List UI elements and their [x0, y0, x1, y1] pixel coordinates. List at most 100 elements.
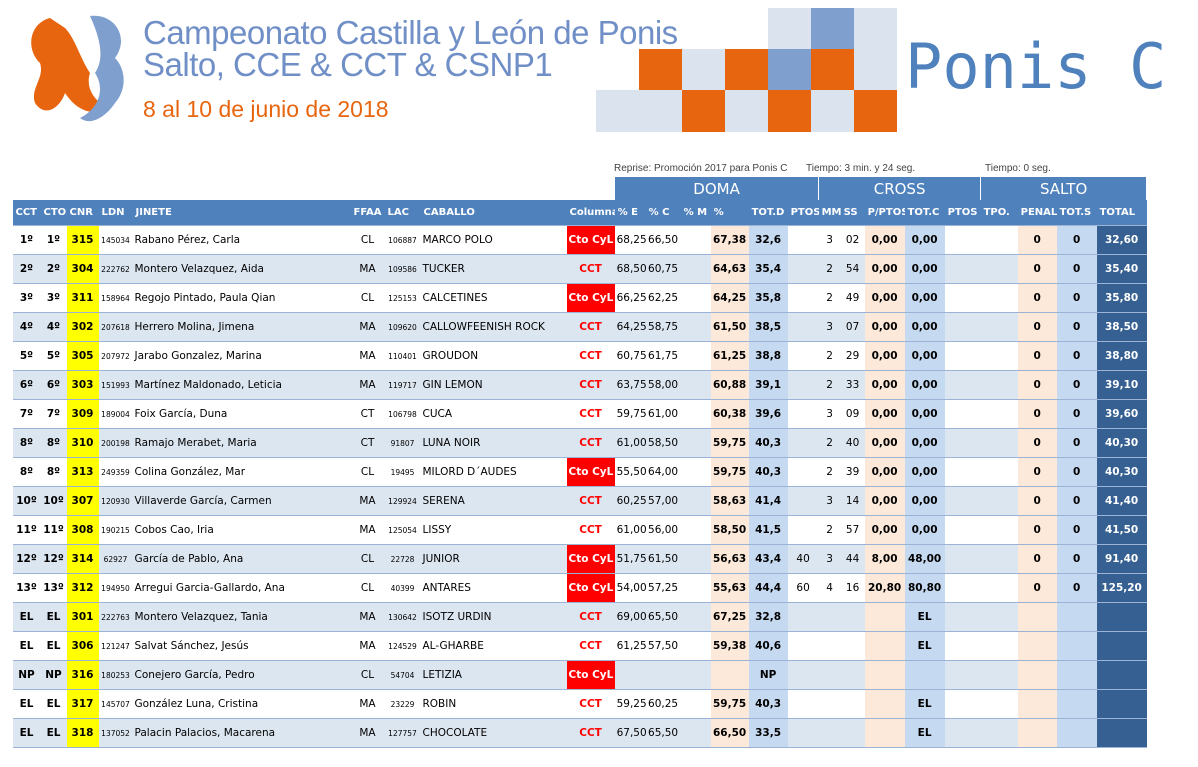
column-header: Columna1	[566, 200, 615, 226]
cell	[710, 660, 749, 690]
cell: 0	[1017, 312, 1057, 342]
cell	[944, 341, 981, 371]
cell	[980, 370, 1018, 400]
cell: CL	[350, 225, 385, 255]
cell: 0,00	[904, 370, 945, 400]
cell: CT	[350, 428, 385, 458]
cell	[944, 457, 981, 487]
column-header: % M	[680, 200, 711, 226]
cell: 61,00	[614, 428, 646, 458]
cell: Cto CyL	[566, 544, 615, 574]
cell: 4º	[12, 312, 41, 342]
header-row: CCTCTOCNRLDNJINETEFFAALACCABALLOColumna1…	[12, 200, 1147, 226]
column-header: % C	[645, 200, 681, 226]
cell: 0,00	[864, 370, 905, 400]
cell: 0	[1056, 428, 1097, 458]
cell: 40	[787, 544, 819, 574]
cell: MA	[350, 341, 385, 371]
cell: CL	[350, 457, 385, 487]
cell: CCT	[566, 718, 615, 748]
cell	[680, 312, 711, 342]
cell: CUCA	[420, 399, 567, 429]
cell	[680, 341, 711, 371]
cell: JUNIOR	[420, 544, 567, 574]
cell: EL	[12, 631, 41, 661]
title-line1: Campeonato Castilla y León de Ponis	[143, 14, 678, 51]
cell: Cto CyL	[566, 225, 615, 255]
cell	[944, 602, 981, 632]
title-line2: Salto, CCE & CCT & CSNP1	[143, 46, 553, 83]
cell: 0,00	[904, 312, 945, 342]
cell: CCT	[566, 515, 615, 545]
column-header: TOTAL	[1096, 200, 1147, 226]
cell	[787, 225, 819, 255]
cell: MA	[350, 370, 385, 400]
cell: Cto CyL	[566, 283, 615, 313]
cell: 65,50	[645, 718, 681, 748]
cell: 2	[818, 341, 841, 371]
cell: 317	[66, 689, 99, 719]
cell: 58,75	[645, 312, 681, 342]
cell: 56,00	[645, 515, 681, 545]
cell: 313	[66, 457, 99, 487]
cell	[1017, 602, 1057, 632]
cell: 0,00	[904, 399, 945, 429]
cell: 63,75	[614, 370, 646, 400]
cell: 2	[818, 515, 841, 545]
cell: TUCKER	[420, 254, 567, 284]
column-header: TOT.C	[904, 200, 945, 226]
cell	[680, 718, 711, 748]
cell: 0,00	[864, 399, 905, 429]
cell	[944, 544, 981, 574]
cell: MA	[350, 602, 385, 632]
cell: 07	[840, 312, 865, 342]
cell: EL	[904, 631, 945, 661]
cell	[944, 718, 981, 748]
cell: 2	[818, 428, 841, 458]
cell: 129924	[384, 486, 421, 516]
cell: 0	[1056, 457, 1097, 487]
cell: NP	[748, 660, 788, 690]
cell: MA	[350, 515, 385, 545]
cell	[980, 544, 1018, 574]
cell: Villaverde García, Carmen	[132, 486, 351, 516]
cell	[944, 486, 981, 516]
cell: 137052	[98, 718, 133, 748]
cell: 0,00	[864, 312, 905, 342]
cell	[680, 254, 711, 284]
cell: 13º	[40, 573, 67, 603]
cell: 125054	[384, 515, 421, 545]
column-header: LAC	[384, 200, 421, 226]
cell	[680, 689, 711, 719]
cell: 61,25	[614, 631, 646, 661]
cell: 44	[840, 544, 865, 574]
cell: 0,00	[864, 428, 905, 458]
cell: LISSY	[420, 515, 567, 545]
cell: 48,00	[904, 544, 945, 574]
cell: CCT	[566, 399, 615, 429]
cell: 200198	[98, 428, 133, 458]
cell: 60,38	[710, 399, 749, 429]
cell: EL	[40, 689, 67, 719]
cell: 54704	[384, 660, 421, 690]
results-table: DOMA CROSS SALTO CCT CTO CNR LDN JINETE FFAA LAC C…	[11, 176, 1148, 748]
cell: MA	[350, 486, 385, 516]
cell	[944, 573, 981, 603]
cell: AL-GHARBE	[420, 631, 567, 661]
cell: 318	[66, 718, 99, 748]
cell: 0	[1017, 544, 1057, 574]
cell: 5º	[40, 341, 67, 371]
cell: 0	[1056, 283, 1097, 313]
cell: 59,38	[710, 631, 749, 661]
cell: 3º	[40, 283, 67, 313]
cell: 38,5	[748, 312, 788, 342]
cell: Montero Velazquez, Aida	[132, 254, 351, 284]
result-row: 13º 13º 312 194950 Arregui Garcia-Gallardo, …	[12, 573, 1147, 603]
cell: 0	[1017, 254, 1057, 284]
result-row: 3º 3º 311 158964 Regojo Pintado, Paula Qian C…	[12, 283, 1147, 313]
cell: 40,3	[748, 457, 788, 487]
cell	[980, 631, 1018, 661]
result-row: 8º 8º 313 249359 Colina González, Mar CL 19495…	[12, 457, 1147, 487]
cell: 0,00	[864, 225, 905, 255]
cell: 64,25	[614, 312, 646, 342]
